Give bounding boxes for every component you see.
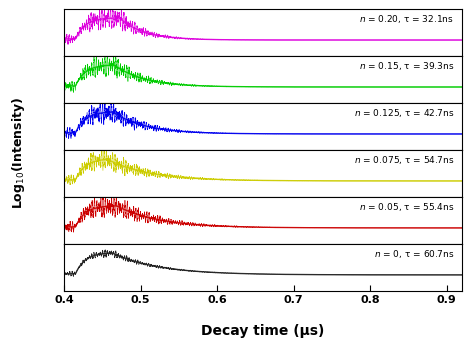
Text: $n$ = 0.125, τ = 42.7ns: $n$ = 0.125, τ = 42.7ns xyxy=(354,107,454,119)
Text: $n$ = 0.075, τ = 54.7ns: $n$ = 0.075, τ = 54.7ns xyxy=(354,155,454,166)
Text: $n$ = 0.05, τ = 55.4ns: $n$ = 0.05, τ = 55.4ns xyxy=(359,201,454,213)
Text: $n$ = 0.20, τ = 32.1ns: $n$ = 0.20, τ = 32.1ns xyxy=(359,13,454,25)
Text: $n$ = 0.15, τ = 39.3ns: $n$ = 0.15, τ = 39.3ns xyxy=(359,61,454,72)
Text: Decay time (μs): Decay time (μs) xyxy=(201,324,325,338)
Text: $n$ = 0, τ = 60.7ns: $n$ = 0, τ = 60.7ns xyxy=(374,248,454,260)
Text: Log$_{10}$(Intensity): Log$_{10}$(Intensity) xyxy=(9,97,27,209)
